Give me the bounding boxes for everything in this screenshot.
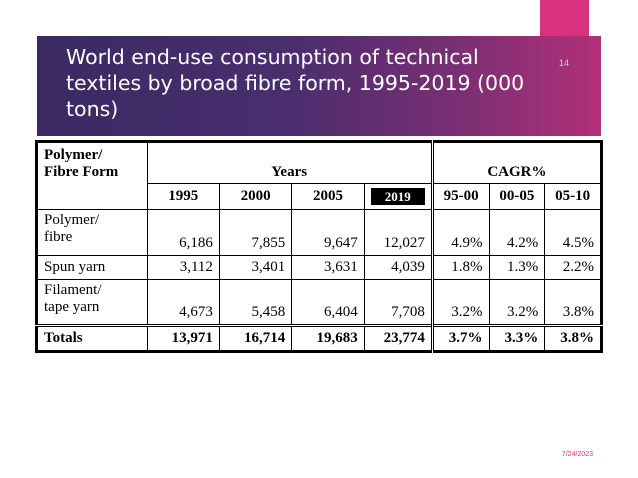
cagr-cell: 3.2%	[430, 279, 490, 326]
cagr-cell: 2.2%	[544, 255, 602, 280]
cagr-cell: 4.2%	[488, 209, 546, 256]
value-cell: 12,027	[363, 209, 433, 256]
corner-header-line1: Polymer/	[44, 147, 103, 163]
year-header-1995: 1995	[146, 183, 220, 210]
slide-number: 14	[558, 58, 569, 68]
value-cell: 3,112	[146, 255, 220, 280]
corner-header-line2: Fibre Form	[44, 164, 119, 180]
total-cagr-cell: 3.3%	[488, 324, 546, 352]
value-cell: 9,647	[291, 209, 365, 256]
row-label-line1: Filament/	[44, 282, 102, 298]
cagr-cell: 3.8%	[544, 279, 602, 326]
year-header-2000: 2000	[218, 183, 293, 210]
cagr-cell: 4.5%	[544, 209, 602, 256]
years-header: Years	[146, 141, 433, 184]
total-cell: 16,714	[218, 324, 293, 352]
row-label: Spun yarn	[36, 255, 148, 280]
value-cell: 6,404	[291, 279, 365, 326]
totals-row: Totals 13,971 16,714 19,683 23,774 3.7% …	[36, 324, 602, 352]
cagr-header: CAGR%	[430, 141, 603, 184]
value-cell: 3,631	[291, 255, 365, 280]
row-label-line2: tape yarn	[44, 299, 100, 315]
cagr-cell: 4.9%	[430, 209, 490, 256]
consumption-table: Polymer/ Fibre Form Years CAGR% 1995 200…	[35, 140, 603, 353]
slide-date: 7/24/2023	[561, 451, 593, 458]
value-cell: 7,855	[218, 209, 293, 256]
row-label-line2: fibre	[44, 229, 73, 245]
slide-title: World end-use consumption of technical t…	[66, 45, 525, 121]
table-row: Spun yarn 3,112 3,401 3,631 4,039 1.8% 1…	[36, 255, 602, 280]
cagr-header-95-00: 95-00	[430, 183, 490, 210]
value-cell: 5,458	[218, 279, 293, 326]
total-cagr-cell: 3.8%	[544, 324, 602, 352]
value-cell: 7,708	[363, 279, 433, 326]
cagr-cell: 1.8%	[430, 255, 490, 280]
total-cell: 23,774	[363, 324, 433, 352]
row-label: Polymer/ fibre	[36, 209, 148, 256]
value-cell: 4,673	[146, 279, 220, 326]
value-cell: 6,186	[146, 209, 220, 256]
cagr-cell: 3.2%	[488, 279, 546, 326]
cagr-header-05-10: 05-10	[544, 183, 602, 210]
totals-label: Totals	[36, 324, 148, 352]
corner-header: Polymer/ Fibre Form	[36, 141, 148, 210]
cagr-cell: 1.3%	[488, 255, 546, 280]
table-row: Filament/ tape yarn 4,673 5,458 6,404 7,…	[36, 279, 602, 326]
value-cell: 4,039	[363, 255, 433, 280]
cagr-header-00-05: 00-05	[488, 183, 546, 210]
year-header-2019-highlight: 2019	[370, 188, 425, 205]
year-header-2005: 2005	[291, 183, 365, 210]
total-cagr-cell: 3.7%	[430, 324, 490, 352]
total-cell: 13,971	[146, 324, 220, 352]
table-row: Polymer/ fibre 6,186 7,855 9,647 12,027 …	[36, 209, 602, 256]
total-cell: 19,683	[291, 324, 365, 352]
title-band: World end-use consumption of technical t…	[37, 36, 601, 136]
value-cell: 3,401	[218, 255, 293, 280]
header-row-top: Polymer/ Fibre Form Years CAGR%	[36, 141, 603, 210]
row-label-line1: Polymer/	[44, 212, 99, 228]
row-label: Filament/ tape yarn	[36, 279, 148, 326]
header-row-years: 1995 2000 2005 2019 95-00 00-05 05-10	[37, 183, 602, 210]
year-header-2019-cell: 2019	[363, 183, 433, 210]
